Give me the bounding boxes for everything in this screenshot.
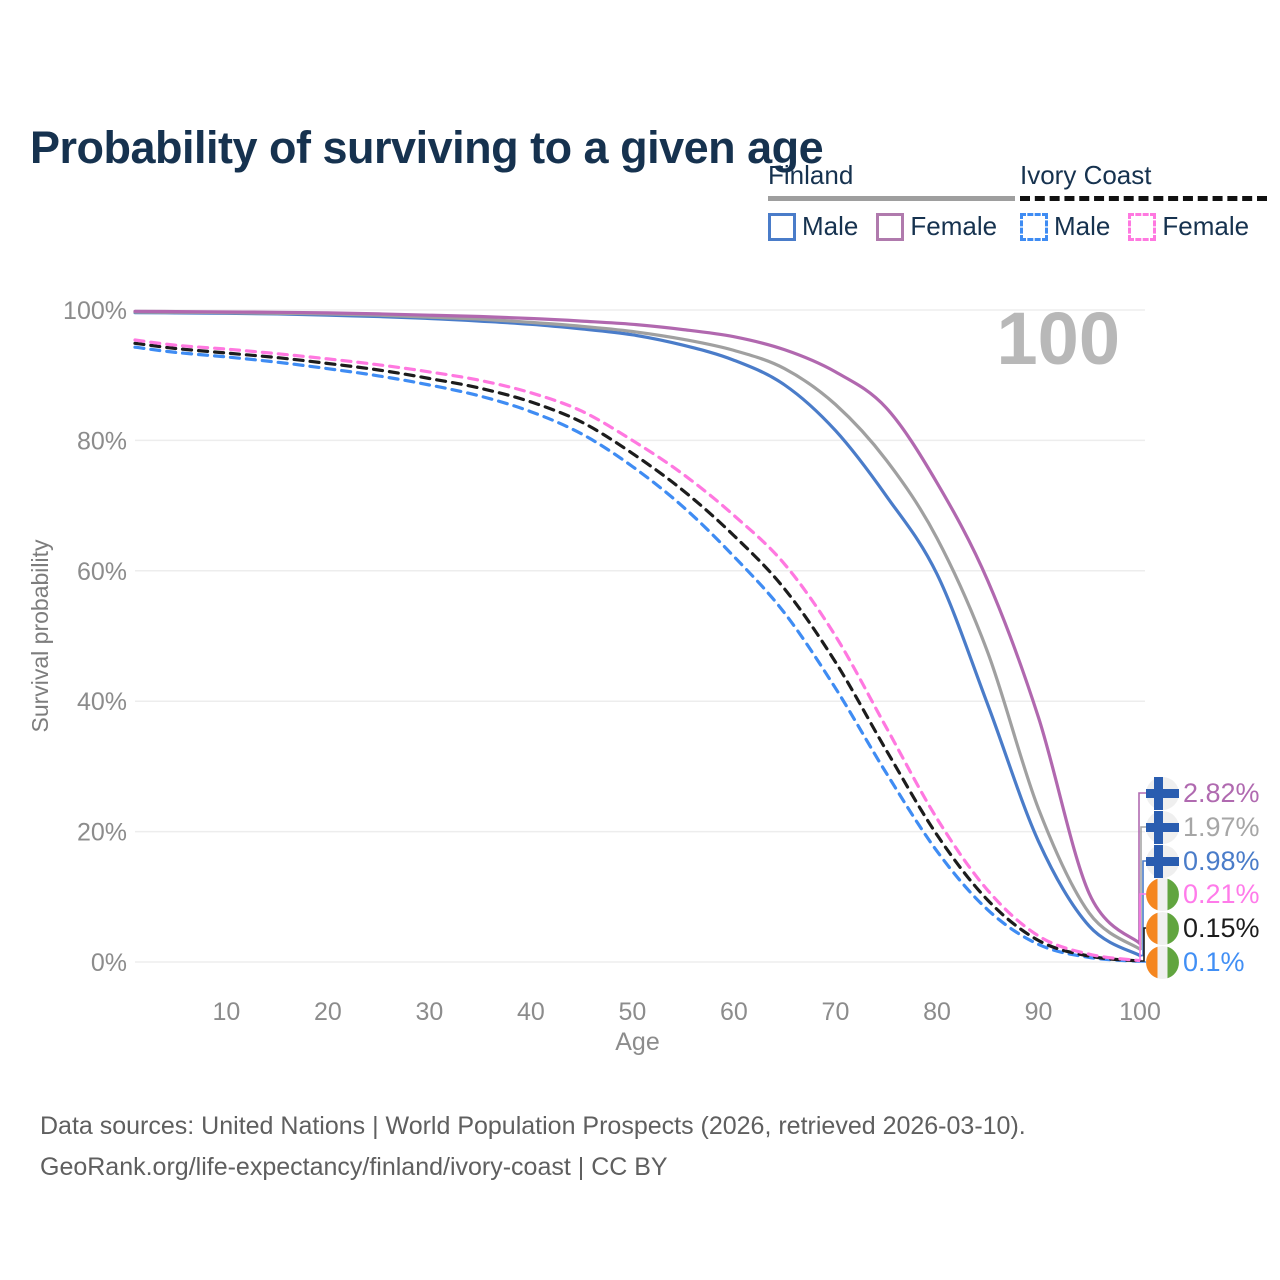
ivory-coast-flag-icon	[1146, 945, 1179, 979]
ivory-coast-female-label[interactable]: Female	[1162, 211, 1250, 241]
svg-text:30: 30	[415, 998, 443, 1026]
curve-finland-female	[133, 309, 1142, 946]
curve-finland-male	[133, 311, 1142, 958]
svg-text:100%: 100%	[63, 297, 127, 325]
svg-text:10: 10	[212, 998, 240, 1026]
svg-text:20%: 20%	[77, 819, 127, 847]
footer-line-1: Data sources: United Nations | World Pop…	[40, 1112, 1026, 1140]
value-finland-female: 2.82%	[1183, 777, 1260, 808]
svg-text:70: 70	[822, 998, 850, 1026]
finland-line-swatch	[768, 196, 1016, 201]
page-title: Probability of surviving to a given age	[30, 122, 824, 174]
legend-group-finland: Finland Male Female	[768, 160, 1016, 242]
legend-header-ivory-coast[interactable]: Ivory Coast	[1020, 160, 1152, 190]
finland-flag-icon	[1145, 775, 1181, 812]
svg-text:60: 60	[720, 998, 748, 1026]
svg-text:40: 40	[517, 998, 545, 1026]
svg-text:80%: 80%	[77, 427, 127, 455]
value-finland-both: 1.97%	[1183, 811, 1260, 842]
value-ivory-both: 0.15%	[1183, 912, 1260, 943]
svg-text:Age: Age	[615, 1028, 659, 1056]
svg-text:0%: 0%	[91, 949, 127, 977]
value-ivory-female: 0.21%	[1183, 878, 1260, 909]
legend-header-finland[interactable]: Finland	[768, 160, 854, 190]
ivory-coast-male-label[interactable]: Male	[1054, 211, 1111, 241]
curve-ivory-female	[133, 338, 1142, 963]
svg-text:100: 100	[1119, 998, 1161, 1026]
svg-text:90: 90	[1025, 998, 1053, 1026]
value-ivory-male: 0.1%	[1183, 946, 1245, 977]
data-sources-note: Data sources: United Nations | World Pop…	[40, 1106, 1026, 1188]
svg-text:40%: 40%	[77, 688, 127, 716]
footer-line-2[interactable]: GeoRank.org/life-expectancy/finland/ivor…	[40, 1153, 668, 1181]
curve-finland-both	[133, 310, 1142, 951]
end-label-finland-both: 1.97%	[1145, 809, 1260, 846]
svg-text:20: 20	[314, 998, 342, 1026]
finland-female-checkbox[interactable]	[876, 212, 905, 241]
legend-group-ivory-coast: Ivory Coast Male Female	[1020, 160, 1268, 242]
ivory-coast-female-checkbox[interactable]	[1128, 212, 1157, 241]
finland-male-label[interactable]: Male	[802, 211, 859, 241]
svg-text:Survival probability: Survival probability	[27, 539, 53, 733]
ivory-coast-male-checkbox[interactable]	[1020, 212, 1048, 241]
curve-ivory-male	[133, 345, 1142, 963]
svg-text:50: 50	[619, 998, 647, 1026]
end-label-ivory-both: 0.15%	[1146, 911, 1260, 945]
svg-text:60%: 60%	[77, 558, 127, 586]
curve-ivory-both	[133, 341, 1142, 963]
svg-text:80: 80	[923, 998, 951, 1026]
end-label-ivory-female: 0.21%	[1146, 877, 1260, 911]
finland-male-checkbox[interactable]	[768, 212, 796, 241]
value-finland-male: 0.98%	[1183, 845, 1260, 876]
end-label-ivory-male: 0.1%	[1146, 945, 1245, 979]
ivory-coast-flag-icon	[1146, 877, 1179, 911]
end-label-finland-male: 0.98%	[1145, 843, 1260, 880]
finland-flag-icon	[1145, 843, 1181, 880]
finland-female-label[interactable]: Female	[910, 211, 998, 241]
finland-flag-icon	[1145, 809, 1181, 846]
svg-text:100: 100	[997, 297, 1120, 380]
ivory-coast-line-swatch	[1020, 196, 1268, 201]
ivory-coast-flag-icon	[1146, 911, 1179, 945]
end-label-finland-female: 2.82%	[1145, 775, 1260, 812]
